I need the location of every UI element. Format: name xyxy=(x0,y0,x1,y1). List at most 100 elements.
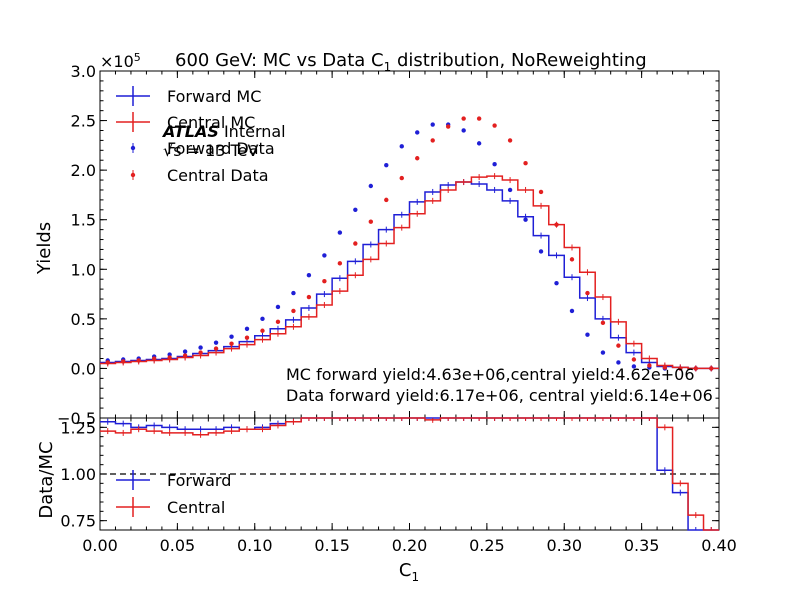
series-central-data-point xyxy=(585,290,590,296)
series-central-data-point xyxy=(554,222,559,227)
series-forward-data-point xyxy=(554,280,559,286)
y-tick-label: 1.25 xyxy=(60,418,96,437)
series-central-data-point xyxy=(337,261,343,266)
main-series-layer xyxy=(100,116,719,372)
series-forward-data-point xyxy=(600,350,606,355)
series-central-data-point xyxy=(198,350,203,355)
x-tick-label: 0.25 xyxy=(469,536,505,555)
series-central-data-point xyxy=(260,328,265,333)
series-central-data-point xyxy=(445,124,451,129)
ratio-panel: 0.00 0.05 0.10 0.15 0.20 0.25 0.30 0.35 0.40 0.75… xyxy=(36,417,737,584)
x-tick-label: 0.05 xyxy=(160,536,196,555)
main-panel: −0.5 0.0 0.5 1.0 1.5 2.0 2.5 3.0 600 GeV: MC vs… xyxy=(34,50,720,428)
legend-label-forward: Forward xyxy=(167,471,231,490)
series-central-data-point xyxy=(631,357,637,362)
ratio-y-axis-label: Data/MC xyxy=(36,441,57,518)
y-tick-label: 2.5 xyxy=(71,112,96,131)
series-central-data-point xyxy=(461,116,466,121)
series-central-data-point xyxy=(121,359,126,364)
series-central-data-point xyxy=(662,365,668,370)
series-central-data-point xyxy=(415,156,420,161)
legend-label-forward-mc: Forward MC xyxy=(167,87,261,106)
x-tick-label: 0.20 xyxy=(392,536,428,555)
series-central-data-point xyxy=(167,355,172,360)
legend-label-central-mc: Central MC xyxy=(167,113,255,132)
x-tick-label: 0.10 xyxy=(237,536,273,555)
y-scale-multiplier: ×105 xyxy=(100,51,141,71)
series-forward-data-point xyxy=(399,144,404,149)
series-forward-data-point xyxy=(353,207,358,212)
series-forward-data-point xyxy=(430,122,435,127)
series-central-data-point xyxy=(616,343,621,348)
series-central-data-point xyxy=(213,346,219,351)
series-central-data-point xyxy=(353,241,358,246)
legend-label-central: Central xyxy=(167,498,225,517)
y-tick-label: 1.5 xyxy=(71,211,96,230)
series-central-data-point xyxy=(569,257,575,262)
series-central-data-point xyxy=(476,116,482,121)
series-forward-data-point xyxy=(492,161,497,167)
y-tick-label: 1.00 xyxy=(60,465,96,484)
series-central-data-point xyxy=(244,335,250,340)
x-tick-label: 0.30 xyxy=(546,536,582,555)
y-tick-label: 0.75 xyxy=(60,512,96,531)
series-central-data-point xyxy=(709,366,714,371)
series-central-data-point xyxy=(399,175,404,181)
series-central-data-point xyxy=(105,360,110,365)
legend-forward: Forward xyxy=(116,470,231,490)
series-central-data-point xyxy=(430,138,435,143)
ratio-ticks: 0.00 0.05 0.10 0.15 0.20 0.25 0.30 0.35 0.40 0.75… xyxy=(60,417,737,555)
series-forward-data-point xyxy=(476,141,482,146)
series-central-data-point xyxy=(151,356,157,361)
ratio-legend: Forward Central xyxy=(116,470,231,517)
series-forward-data-point xyxy=(569,308,575,314)
series-forward-data-point xyxy=(415,130,420,135)
series-forward-data-point xyxy=(585,332,590,337)
legend-central-mc: Central MC xyxy=(116,112,255,132)
series-central-data-point xyxy=(275,319,281,325)
legend-forward-mc: Forward MC xyxy=(116,86,261,106)
series-forward-data-point xyxy=(306,273,312,278)
series-central-data-point xyxy=(523,161,528,166)
series-forward-data-point xyxy=(523,217,528,222)
ratio-series-layer xyxy=(100,417,719,531)
series-central-data-point xyxy=(693,366,698,371)
series-central-data-point xyxy=(600,320,606,326)
main-legend: Forward MC Central MC Forward Data Centr… xyxy=(116,86,275,185)
series-central-data-point xyxy=(291,308,296,314)
series-forward-data-point xyxy=(538,249,544,254)
series-forward-data-point xyxy=(384,162,389,168)
series-forward-data-point xyxy=(198,345,203,350)
x-tick-label: 0.15 xyxy=(314,536,350,555)
main-ticks: −0.5 0.0 0.5 1.0 1.5 2.0 2.5 3.0 xyxy=(57,62,720,428)
series-central-data-point xyxy=(229,341,234,346)
x-tick-label: 0.00 xyxy=(82,536,118,555)
series-forward-data-point xyxy=(337,230,343,235)
series-central-data-point xyxy=(136,358,141,363)
series-central-data-point xyxy=(647,363,652,368)
x-axis-label: C1 xyxy=(399,560,419,584)
series-central-data-point xyxy=(182,353,188,358)
series-forward-data-point xyxy=(260,316,265,322)
series-forward-data-point xyxy=(229,334,234,339)
energy-label: √s = 13 TeV xyxy=(163,141,258,160)
legend-central-data: Central Data xyxy=(130,166,269,185)
series-forward-data-point xyxy=(461,128,466,133)
y-tick-label: 3.0 xyxy=(71,62,96,81)
atlas-label: ATLAS Internal xyxy=(161,122,286,141)
y-tick-label: 1.0 xyxy=(71,260,96,279)
series-forward-data-point xyxy=(507,187,513,193)
legend-label-central-data: Central Data xyxy=(167,166,269,185)
series-forward-data-point xyxy=(322,253,327,258)
series-forward-data-point xyxy=(182,349,188,354)
legend-label-forward-data: Forward Data xyxy=(167,139,275,158)
y-axis-label: Yields xyxy=(34,222,55,275)
chart-title: 600 GeV: MC vs Data C1 distribution, NoR… xyxy=(175,50,647,74)
data-yield-annotation: Data forward yield:6.17e+06, central yie… xyxy=(286,386,713,405)
x-tick-label: 0.35 xyxy=(624,536,660,555)
y-tick-label: 2.0 xyxy=(71,161,96,180)
series-forward-data-point xyxy=(275,304,281,310)
legend-central: Central xyxy=(116,497,225,517)
series-central-mc-line xyxy=(100,175,719,370)
